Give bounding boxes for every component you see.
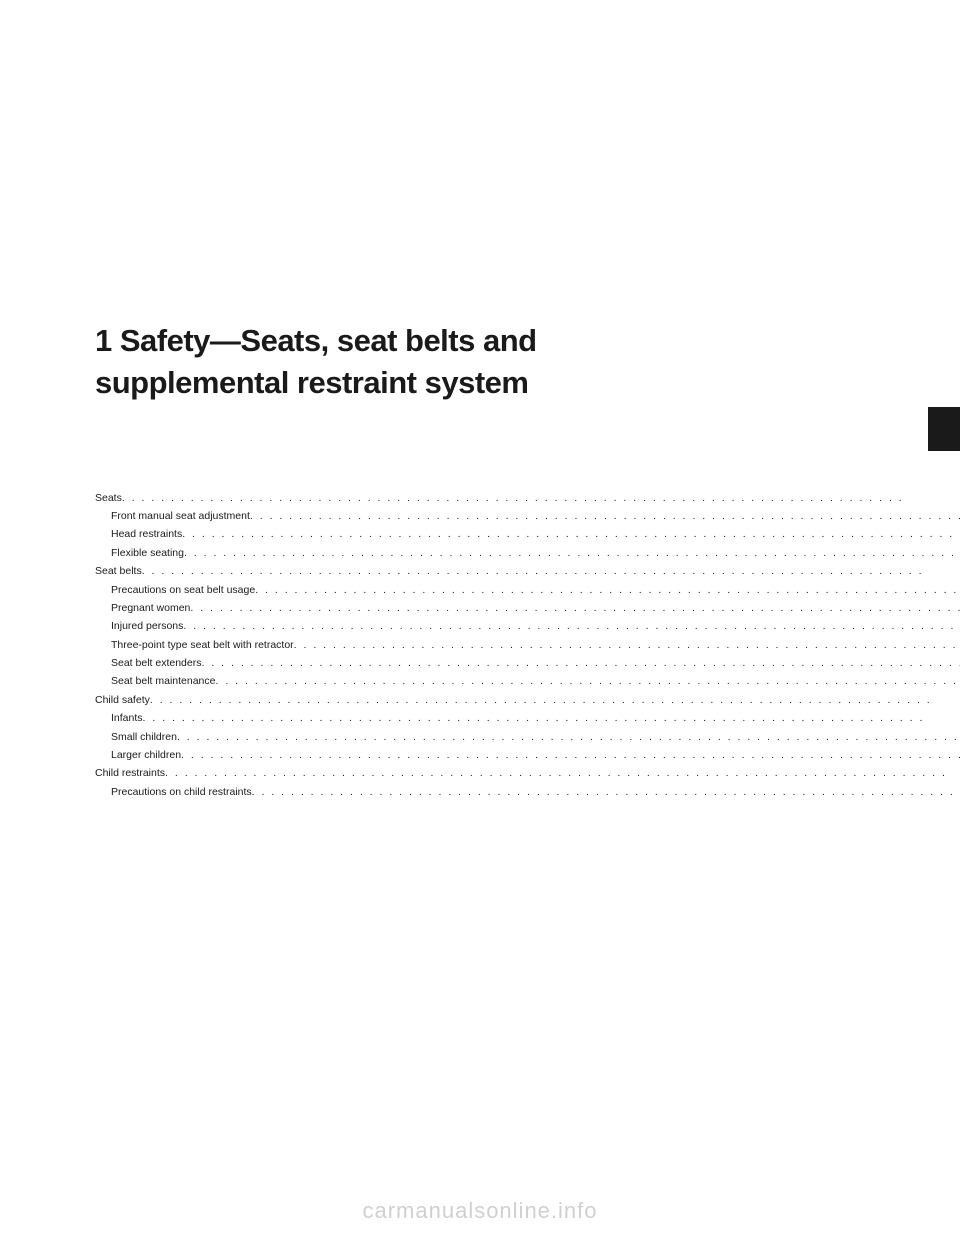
toc-entry: Front manual seat adjustment1-2 — [95, 507, 960, 525]
toc-entry: Small children1-24 — [95, 728, 960, 746]
toc-label: Injured persons — [111, 617, 183, 635]
tab-marker — [928, 407, 960, 451]
toc-label: Front manual seat adjustment — [111, 507, 250, 525]
toc-entry: Child safety1-23 — [95, 691, 960, 709]
toc-label: Child safety — [95, 691, 150, 709]
toc-leader-dots — [177, 728, 960, 746]
toc-label: Small children — [111, 728, 177, 746]
toc-leader-dots — [143, 709, 960, 727]
toc-entry: Child restraints1-25 — [95, 764, 960, 782]
toc-entry: Injured persons1-15 — [95, 617, 960, 635]
toc-entry: Larger children1-24 — [95, 746, 960, 764]
toc-label: Three-point type seat belt with retracto… — [111, 636, 294, 654]
toc-leader-dots — [294, 636, 960, 654]
toc-leader-dots — [183, 617, 960, 635]
toc-label: Seat belt maintenance — [111, 672, 216, 690]
toc-leader-dots — [150, 691, 960, 709]
toc-leader-dots — [216, 672, 960, 690]
toc-leader-dots — [201, 654, 960, 672]
toc-label: Larger children — [111, 746, 181, 764]
toc-entry: Seat belts1-12 — [95, 562, 960, 580]
toc-leader-dots — [165, 764, 960, 782]
toc-label: Precautions on child restraints — [111, 783, 252, 801]
toc-entry: Head restraints1-4 — [95, 525, 960, 543]
title-line-1: 1 Safety—Seats, seat belts and — [95, 323, 537, 358]
toc-entry: Infants1-24 — [95, 709, 960, 727]
toc-label: Infants — [111, 709, 143, 727]
toc-label: Flexible seating — [111, 544, 184, 562]
toc-leader-dots — [181, 746, 960, 764]
toc-leader-dots — [190, 599, 960, 617]
toc-entry: Precautions on child restraints1-25 — [95, 783, 960, 801]
page-content: 1 Safety—Seats, seat belts and supplemen… — [0, 0, 960, 801]
toc-entry: Seat belt extenders1-22 — [95, 654, 960, 672]
toc-entry: Three-point type seat belt with retracto… — [95, 636, 960, 654]
footer-watermark: carmanualsonline.info — [0, 1198, 960, 1224]
toc-entry: Seat belt maintenance1-22 — [95, 672, 960, 690]
table-of-contents: Seats1-2Front manual seat adjustment1-2H… — [95, 489, 865, 801]
toc-leader-dots — [250, 507, 960, 525]
toc-label: Seat belt extenders — [111, 654, 201, 672]
toc-label: Seats — [95, 489, 122, 507]
title-line-2: supplemental restraint system — [95, 365, 528, 400]
toc-leader-dots — [184, 544, 960, 562]
toc-column-left: Seats1-2Front manual seat adjustment1-2H… — [95, 489, 960, 801]
toc-leader-dots — [122, 489, 960, 507]
toc-label: Head restraints — [111, 525, 182, 543]
toc-leader-dots — [252, 783, 960, 801]
toc-label: Pregnant women — [111, 599, 190, 617]
toc-entry: Pregnant women1-15 — [95, 599, 960, 617]
toc-label: Child restraints — [95, 764, 165, 782]
toc-label: Precautions on seat belt usage — [111, 581, 255, 599]
toc-leader-dots — [142, 562, 960, 580]
toc-label: Seat belts — [95, 562, 142, 580]
toc-entry: Flexible seating1-7 — [95, 544, 960, 562]
toc-entry: Precautions on seat belt usage1-12 — [95, 581, 960, 599]
toc-leader-dots — [182, 525, 960, 543]
toc-entry: Seats1-2 — [95, 489, 960, 507]
chapter-title: 1 Safety—Seats, seat belts and supplemen… — [95, 320, 865, 404]
toc-leader-dots — [255, 581, 960, 599]
